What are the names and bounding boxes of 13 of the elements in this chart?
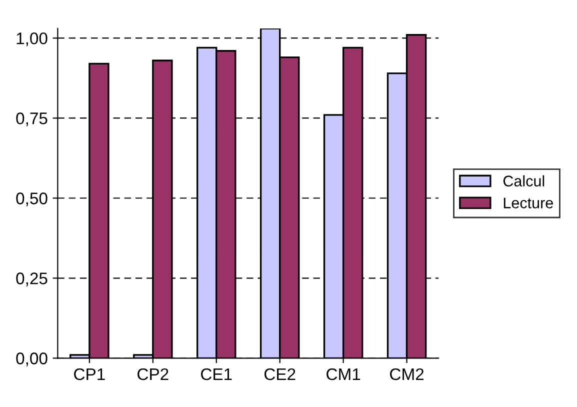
x-tick-label: CP2	[138, 368, 168, 380]
legend-label: Calcul	[503, 175, 544, 186]
legend-label: Lecture	[504, 198, 553, 208]
x-tick-label: CP1	[74, 368, 105, 380]
y-tick-label: 0,75	[16, 112, 48, 126]
x-tick-label: CE2	[264, 368, 296, 380]
x-tick-label: CM2	[390, 368, 424, 380]
y-tick-label: 0,50	[16, 192, 48, 206]
x-tick-label: CM1	[326, 368, 360, 380]
y-tick-label: 1,00	[16, 32, 48, 46]
x-tick-label: CE1	[201, 368, 232, 380]
y-tick-label: 0,00	[16, 352, 48, 366]
y-tick-label: 0,25	[16, 272, 48, 286]
